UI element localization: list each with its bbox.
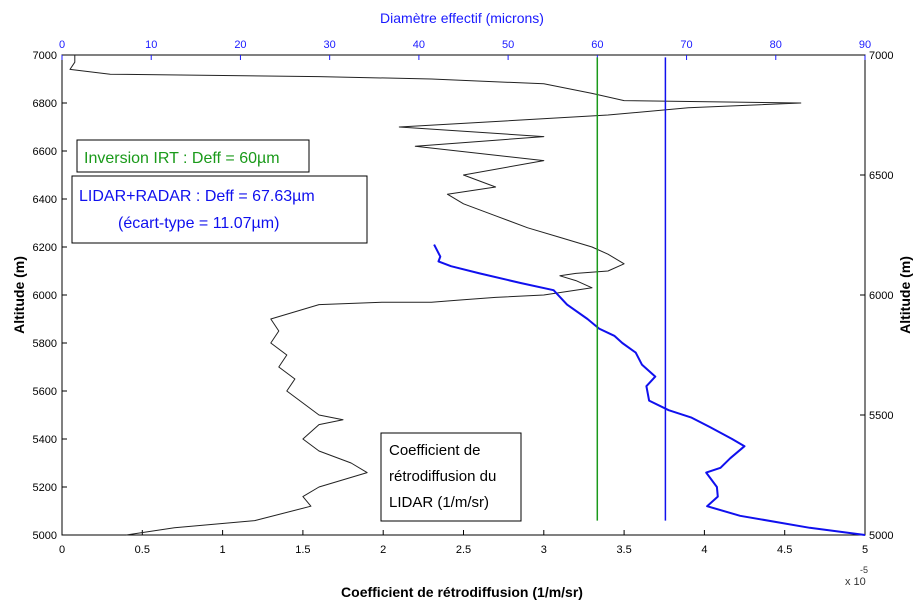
- lidar-radar-deff-line: [433, 244, 866, 536]
- x-tick-label: 0: [59, 544, 65, 556]
- top-axis-title: Diamètre effectif (microns): [380, 10, 544, 26]
- bottom-axis-title: Coefficient de rétrodiffusion (1/m/sr): [341, 584, 583, 600]
- svg-text:Coefficient de: Coefficient de: [389, 442, 480, 459]
- left-axis-title: Altitude (m): [11, 256, 27, 334]
- y-tick-label: 7000: [33, 50, 57, 62]
- y-tick-label: 6400: [33, 194, 57, 206]
- y-tick-label: 6000: [33, 290, 57, 302]
- svg-text:LIDAR+RADAR : Deff = 67.63µm: LIDAR+RADAR : Deff = 67.63µm: [79, 188, 315, 205]
- x-tick-label: 2: [380, 544, 386, 556]
- lidar-backscatter-line: [69, 55, 802, 536]
- y-axis-left: 5000 5200 5400 5600 5800 6000 6200 6400 6600 6800…: [33, 50, 67, 542]
- x-axis-top: 0 10 20 30 40 50 60 70 80 90: [59, 39, 871, 60]
- y-tick-label: 5000: [33, 530, 57, 542]
- top-tick-label: 40: [413, 39, 425, 51]
- svg-text:(écart-type = 11.07µm): (écart-type = 11.07µm): [118, 215, 279, 232]
- y-tick-label: 6200: [33, 242, 57, 254]
- right-tick-label: 7000: [869, 50, 893, 62]
- x-tick-label: 0.5: [135, 544, 150, 556]
- top-tick-label: 80: [770, 39, 782, 51]
- y-axis-right: 5000 5500 6000 6500 7000: [860, 50, 893, 542]
- irt-annotation: Inversion IRT : Deff = 60µm: [76, 139, 310, 173]
- svg-text:Inversion IRT : Deff = 60µm: Inversion IRT : Deff = 60µm: [84, 150, 280, 167]
- svg-text:rétrodiffusion du: rétrodiffusion du: [389, 468, 496, 485]
- x-tick-label: 2.5: [456, 544, 471, 556]
- y-tick-label: 5800: [33, 338, 57, 350]
- x-tick-label: 1: [220, 544, 226, 556]
- y-tick-label: 5600: [33, 386, 57, 398]
- top-tick-label: 60: [591, 39, 603, 51]
- lidar-radar-annotation: LIDAR+RADAR : Deff = 67.63µm (écart-type…: [71, 175, 368, 244]
- coefficient-annotation: Coefficient de rétrodiffusion du LIDAR (…: [380, 432, 522, 522]
- top-tick-label: 70: [680, 39, 692, 51]
- top-tick-label: 90: [859, 39, 871, 51]
- x-tick-label: 1.5: [295, 544, 310, 556]
- y-tick-label: 6800: [33, 98, 57, 110]
- y-tick-label: 5400: [33, 434, 57, 446]
- svg-text:LIDAR (1/m/sr): LIDAR (1/m/sr): [389, 494, 489, 511]
- top-tick-label: 10: [145, 39, 157, 51]
- x-axis-bottom: 0 0.5 1 1.5 2 2.5 3 3.5 4 4.5 5: [59, 530, 868, 556]
- x-tick-label: 5: [862, 544, 868, 556]
- right-tick-label: 6000: [869, 290, 893, 302]
- right-tick-label: 5500: [869, 410, 893, 422]
- top-tick-label: 50: [502, 39, 514, 51]
- x-tick-label: 4: [701, 544, 707, 556]
- x-exponent: -5: [860, 565, 868, 575]
- y-tick-label: 6600: [33, 146, 57, 158]
- top-tick-label: 0: [59, 39, 65, 51]
- right-axis-title: Altitude (m): [897, 256, 913, 334]
- right-tick-label: 6500: [869, 170, 893, 182]
- x-tick-label: 3.5: [616, 544, 631, 556]
- top-tick-label: 20: [234, 39, 246, 51]
- right-tick-label: 5000: [869, 530, 893, 542]
- x-multiplier: x 10: [845, 576, 866, 588]
- x-tick-label: 4.5: [777, 544, 792, 556]
- y-tick-label: 5200: [33, 482, 57, 494]
- x-tick-label: 3: [541, 544, 547, 556]
- series-layer: [69, 55, 866, 536]
- top-tick-label: 30: [324, 39, 336, 51]
